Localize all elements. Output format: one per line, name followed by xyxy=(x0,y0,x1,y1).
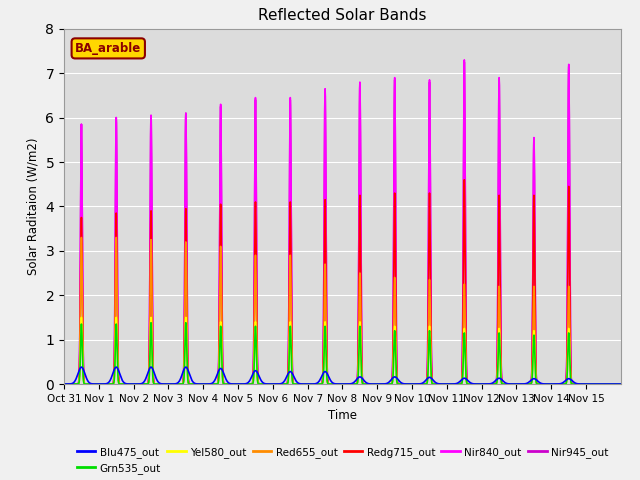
Yel580_out xyxy=(77,314,85,320)
Title: Reflected Solar Bands: Reflected Solar Bands xyxy=(258,9,427,24)
Nir840_out xyxy=(174,381,182,387)
Line: Redg715_out: Redg715_out xyxy=(64,180,621,384)
Redg715_out xyxy=(499,381,506,387)
Nir840_out xyxy=(463,377,471,383)
Redg715_out xyxy=(60,381,68,387)
Nir945_out xyxy=(598,381,606,387)
Nir840_out xyxy=(532,359,540,365)
Redg715_out xyxy=(532,364,540,370)
Redg715_out xyxy=(414,381,422,387)
Blu475_out xyxy=(174,380,182,385)
Redg715_out xyxy=(174,381,182,387)
Yel580_out xyxy=(617,381,625,387)
Nir840_out xyxy=(414,381,422,387)
Grn535_out xyxy=(174,381,182,387)
Blu475_out xyxy=(60,381,68,387)
Grn535_out xyxy=(463,381,471,386)
Yel580_out xyxy=(60,381,68,387)
Grn535_out xyxy=(414,381,422,387)
Redg715_out xyxy=(463,379,471,384)
Yel580_out xyxy=(532,376,540,382)
Line: Blu475_out: Blu475_out xyxy=(64,367,621,384)
Red655_out xyxy=(617,381,625,387)
Nir840_out xyxy=(617,381,625,387)
Blu475_out xyxy=(611,381,618,387)
Y-axis label: Solar Raditaion (W/m2): Solar Raditaion (W/m2) xyxy=(27,138,40,275)
Redg715_out xyxy=(598,381,606,387)
Legend: Blu475_out, Grn535_out, Yel580_out, Red655_out, Redg715_out, Nir840_out, Nir945_: Blu475_out, Grn535_out, Yel580_out, Red6… xyxy=(72,443,612,478)
Grn535_out xyxy=(60,381,68,387)
Line: Red655_out: Red655_out xyxy=(64,238,621,384)
Grn535_out xyxy=(611,381,619,387)
Blu475_out xyxy=(499,377,506,383)
Red655_out xyxy=(77,235,85,240)
Nir945_out xyxy=(60,381,68,387)
Yel580_out xyxy=(598,381,606,387)
Blu475_out xyxy=(77,364,85,370)
Redg715_out xyxy=(461,177,468,182)
Nir945_out xyxy=(461,59,468,65)
Red655_out xyxy=(598,381,606,387)
Yel580_out xyxy=(499,381,506,387)
Yel580_out xyxy=(611,381,619,387)
Yel580_out xyxy=(463,381,471,386)
Text: BA_arable: BA_arable xyxy=(75,42,141,55)
Nir840_out xyxy=(461,57,468,63)
Grn535_out xyxy=(147,320,155,325)
Blu475_out xyxy=(617,381,625,387)
Nir945_out xyxy=(174,381,182,387)
Nir945_out xyxy=(499,381,506,387)
Line: Yel580_out: Yel580_out xyxy=(64,317,621,384)
X-axis label: Time: Time xyxy=(328,409,357,422)
Grn535_out xyxy=(598,381,606,387)
Line: Grn535_out: Grn535_out xyxy=(64,323,621,384)
Blu475_out xyxy=(532,376,540,382)
Red655_out xyxy=(414,381,422,387)
Nir945_out xyxy=(617,381,625,387)
Redg715_out xyxy=(617,381,625,387)
Grn535_out xyxy=(499,381,506,387)
Yel580_out xyxy=(174,381,182,387)
Red655_out xyxy=(611,381,619,387)
Red655_out xyxy=(463,380,471,386)
Yel580_out xyxy=(414,381,422,387)
Blu475_out xyxy=(414,381,422,387)
Grn535_out xyxy=(532,377,540,383)
Redg715_out xyxy=(611,381,619,387)
Red655_out xyxy=(174,381,182,387)
Blu475_out xyxy=(463,377,471,383)
Red655_out xyxy=(532,372,540,378)
Nir840_out xyxy=(611,381,619,387)
Nir945_out xyxy=(463,378,471,384)
Nir945_out xyxy=(532,360,540,365)
Red655_out xyxy=(60,381,68,387)
Red655_out xyxy=(499,381,506,387)
Nir840_out xyxy=(598,381,606,387)
Nir840_out xyxy=(499,381,506,387)
Line: Nir945_out: Nir945_out xyxy=(64,62,621,384)
Nir840_out xyxy=(60,381,68,387)
Line: Nir840_out: Nir840_out xyxy=(64,60,621,384)
Nir945_out xyxy=(611,381,619,387)
Grn535_out xyxy=(617,381,625,387)
Nir945_out xyxy=(414,381,422,387)
